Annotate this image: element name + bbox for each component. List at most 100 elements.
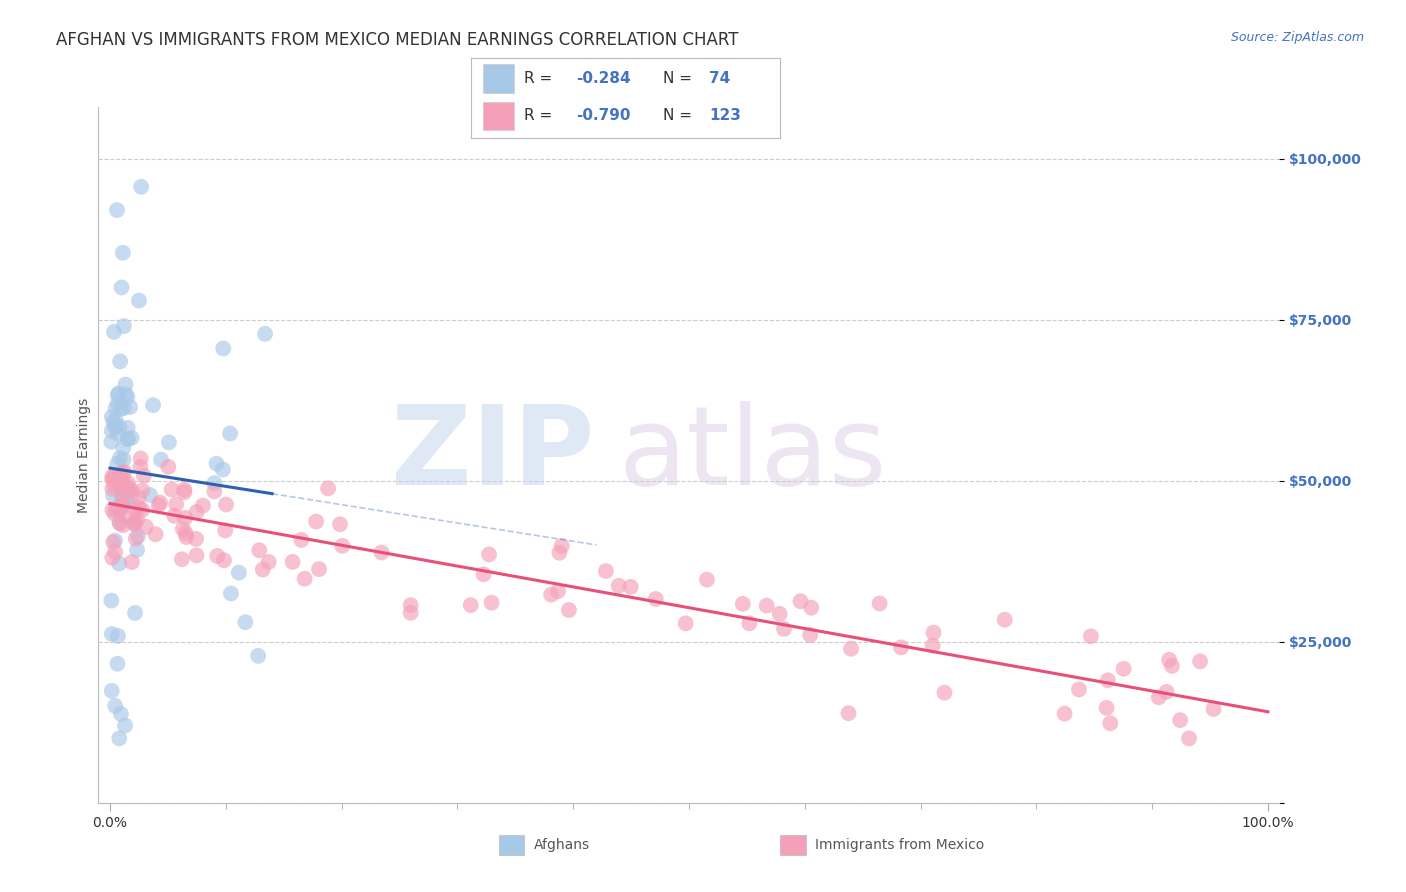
Point [101, 550, 124, 565]
Point [110, 280, 132, 294]
Point [108, 557, 131, 571]
Point [110, 500, 132, 514]
Point [104, 401, 127, 416]
Point [104, 533, 127, 548]
Point [1067, 682, 1090, 697]
Point [124, 516, 146, 531]
Point [890, 640, 912, 655]
Point [1168, 713, 1191, 727]
Point [1053, 706, 1076, 721]
Point [738, 616, 761, 631]
Point [112, 497, 135, 511]
Point [107, 657, 129, 671]
Point [127, 543, 149, 558]
Point [329, 517, 352, 532]
Text: R =: R = [523, 108, 557, 123]
Point [112, 490, 135, 504]
Bar [484, 64, 515, 93]
Point [118, 483, 141, 498]
Point [330, 539, 353, 553]
Point [111, 518, 134, 533]
Point [117, 475, 139, 490]
Point [551, 539, 574, 553]
Point [800, 600, 823, 615]
Point [101, 502, 124, 516]
Point [100, 434, 122, 449]
Point [101, 424, 124, 438]
Point [994, 613, 1017, 627]
Point [212, 553, 235, 567]
Point [1097, 673, 1119, 688]
Point [112, 401, 135, 415]
Point [131, 483, 153, 498]
Point [107, 386, 129, 401]
Point [128, 500, 150, 515]
Point [110, 401, 132, 416]
Text: AFGHAN VS IMMIGRANTS FROM MEXICO MEDIAN EARNINGS CORRELATION CHART: AFGHAN VS IMMIGRANTS FROM MEXICO MEDIAN … [56, 31, 738, 49]
Point [112, 319, 135, 334]
Point [1178, 731, 1201, 746]
Point [139, 488, 162, 502]
Point [257, 555, 280, 569]
Point [696, 573, 718, 587]
Point [620, 580, 643, 594]
Point [121, 555, 143, 569]
Point [145, 527, 167, 541]
Point [1095, 701, 1118, 715]
Point [108, 502, 131, 516]
Point [101, 488, 124, 502]
Point [121, 483, 143, 498]
Point [219, 426, 242, 441]
Point [107, 388, 129, 402]
Point [773, 622, 796, 636]
Point [115, 479, 138, 493]
Point [1160, 659, 1182, 673]
Point [247, 543, 270, 558]
Point [799, 628, 821, 642]
Point [173, 483, 195, 497]
Point [370, 545, 392, 559]
Point [120, 489, 142, 503]
Point [100, 684, 122, 698]
Point [1159, 653, 1181, 667]
Point [121, 431, 143, 445]
Point [254, 326, 277, 341]
Point [173, 485, 195, 500]
Point [869, 597, 891, 611]
Point [108, 516, 131, 531]
Point [922, 625, 945, 640]
Point [540, 588, 562, 602]
Point [111, 466, 134, 480]
Point [103, 469, 125, 483]
Point [1202, 702, 1225, 716]
Point [107, 629, 129, 643]
Point [112, 495, 135, 509]
Point [755, 599, 778, 613]
Point [294, 572, 316, 586]
Point [547, 584, 569, 599]
Point [184, 532, 207, 546]
Point [124, 517, 146, 532]
Point [127, 512, 149, 526]
Point [104, 507, 127, 521]
Point [100, 593, 122, 607]
Point [104, 698, 127, 713]
Text: -0.790: -0.790 [576, 108, 631, 123]
Point [176, 530, 198, 544]
Point [478, 547, 501, 561]
Point [124, 503, 146, 517]
Point [731, 597, 754, 611]
Point [558, 603, 581, 617]
Point [111, 497, 134, 511]
Point [110, 706, 132, 721]
Point [103, 416, 125, 430]
Point [839, 641, 862, 656]
Point [111, 245, 134, 260]
Point [117, 432, 139, 446]
Point [308, 562, 330, 576]
Text: -0.284: -0.284 [576, 70, 631, 86]
Point [472, 567, 495, 582]
Point [108, 731, 131, 746]
Point [104, 545, 127, 559]
Point [104, 478, 127, 492]
